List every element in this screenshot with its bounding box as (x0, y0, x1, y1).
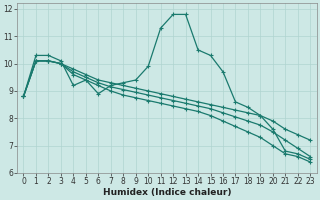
X-axis label: Humidex (Indice chaleur): Humidex (Indice chaleur) (103, 188, 231, 197)
